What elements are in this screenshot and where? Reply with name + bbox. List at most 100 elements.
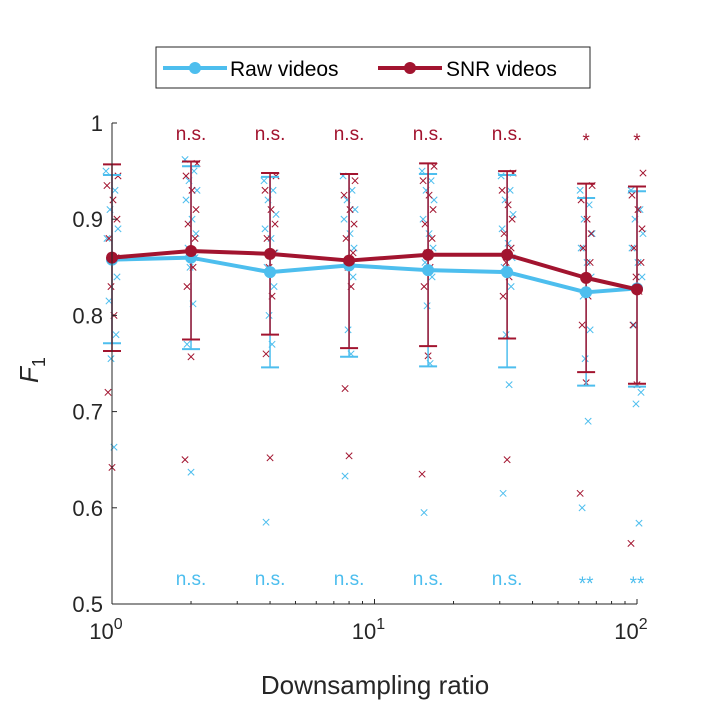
data-point-x-marker [508,215,516,223]
data-point-x-marker [182,196,190,204]
data-point-x-marker [346,206,354,214]
data-point-x-marker [182,172,190,180]
significance-label-raw: n.s. [255,569,286,590]
data-point-x-marker [192,206,200,214]
series-marker [501,248,514,261]
data-point-x-marker [261,225,269,233]
data-point-x-marker [191,234,199,242]
data-point-x-marker [351,206,359,214]
data-point-x-marker [628,244,636,252]
data-point-x-marker [585,201,593,209]
significance-label-raw: ** [579,574,594,595]
data-point-x-marker [349,273,357,281]
data-point-x-marker [181,456,189,464]
data-point-x-marker [340,215,348,223]
data-point-x-marker [578,321,586,329]
significance-label-raw: n.s. [176,569,207,590]
data-point-x-marker [262,350,270,358]
data-point-x-marker [634,206,642,214]
data-point-x-marker [507,282,515,291]
data-point-x-marker [112,331,120,339]
data-point-x-marker [576,186,584,194]
y-tick-label: 0.7 [72,400,103,425]
series-line [111,248,638,292]
data-point-x-marker [630,244,638,252]
data-point-x-marker [504,201,512,209]
data-point-x-marker [586,258,594,267]
data-point-x-marker [105,234,113,242]
data-point-x-marker [632,273,640,281]
data-point-x-marker [423,302,431,310]
y-tick-label: 0.6 [72,496,103,521]
data-point-x-marker [583,215,591,223]
significance-label-raw: ** [630,574,645,595]
data-point-x-marker [579,244,587,252]
data-point-x-marker [428,234,436,242]
data-point-x-marker [629,321,637,329]
data-point-x-marker [262,518,270,526]
data-point-x-marker [111,186,119,194]
series-marker [501,266,514,279]
series-marker [422,248,435,261]
legend-box [155,46,591,89]
data-point-x-marker [102,167,110,175]
data-point-x-marker [270,282,278,291]
data-point-x-marker [350,220,358,228]
data-point-x-marker [187,468,195,476]
data-point-x-marker [503,456,511,464]
data-point-x-marker [114,225,122,233]
data-point-x-marker [577,244,585,252]
significance-annotations: n.s. n.s. n.s. n.s. n.s. * *n.s. n.s. n.s. n.s. n.… [176,124,645,595]
significance-label-raw: n.s. [413,569,444,590]
data-point-x-marker [498,186,506,194]
significance-label-snr: n.s. [334,124,365,145]
significance-label-snr: n.s. [255,124,286,145]
data-point-x-marker [421,220,429,228]
y-tick-label: 1 [91,111,103,136]
data-point-x-marker [269,186,277,194]
data-point-x-marker [190,167,198,175]
data-point-x-marker [351,177,359,185]
data-point-x-marker [266,454,274,462]
series-marker [580,271,593,284]
data-point-x-marker [193,186,201,194]
error-bars-layer [103,160,646,388]
series-marker [343,254,356,267]
data-point-x-marker [346,230,354,238]
data-point-x-marker [502,331,510,339]
data-point-x-marker [639,169,647,177]
scatter-points-layer [102,156,647,547]
data-point-x-marker [638,273,646,281]
series-marker [264,247,277,260]
data-point-x-marker [498,225,506,233]
data-point-x-marker [105,297,113,305]
data-point-x-marker [578,504,586,512]
data-point-x-marker [576,489,584,497]
data-point-x-marker [500,230,508,238]
x-tick-label: 102 [614,616,647,644]
data-point-x-marker [425,230,433,238]
significance-label-raw: n.s. [492,569,523,590]
data-point-x-marker [419,177,427,185]
series-marker [264,266,277,279]
data-point-x-marker [344,326,352,334]
data-point-x-marker [627,539,635,547]
series-lines-layer [106,244,643,299]
data-point-x-marker [420,282,428,291]
data-point-x-marker [341,384,349,393]
data-point-x-marker [186,263,194,271]
series-marker [185,244,198,257]
data-point-x-marker [348,186,356,194]
data-point-x-marker [419,215,427,223]
data-point-x-marker [586,326,594,334]
data-point-x-marker [267,206,275,214]
series-marker [422,264,435,277]
significance-label-snr: * [582,131,590,152]
series-marker [631,283,643,296]
legend-label-raw: Raw videos [230,58,339,81]
data-point-x-marker [630,321,638,329]
data-point-x-marker [418,470,426,478]
data-point-x-marker [109,196,117,204]
significance-label-snr: * [633,131,641,152]
